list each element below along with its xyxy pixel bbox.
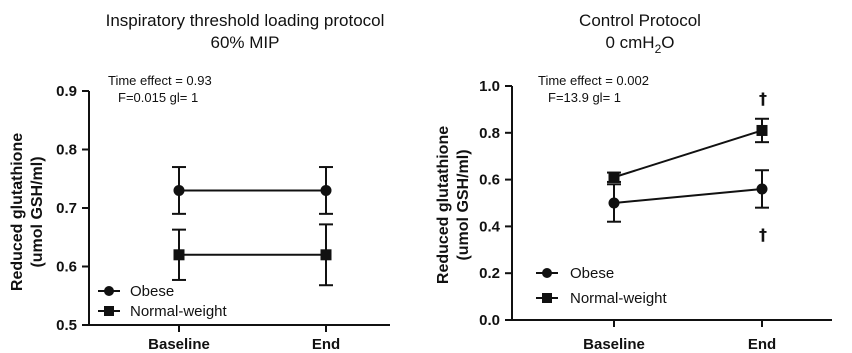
legend-label-obese-right: Obese <box>570 265 614 282</box>
legend-marker-obese-right <box>542 268 552 278</box>
point-normal-weight-left <box>320 249 332 261</box>
chart-title-right: Control Protocol <box>579 11 701 30</box>
point-normal-weight-right <box>608 171 620 183</box>
y-tick-label-right: 0.4 <box>479 218 501 235</box>
y-ticks-left: 0.5 0.6 0.7 0.8 0.9 <box>56 83 327 334</box>
chart-title-left: Inspiratory threshold loading protocol <box>106 11 385 30</box>
y-axis-label-left-1: Reduced glutathione <box>9 133 26 291</box>
legend-marker-normal-left <box>104 306 114 316</box>
subtitle-main-right: 0 cmH <box>605 33 654 52</box>
y-axis-label-left-2: (umol GSH/ml) <box>29 156 46 267</box>
x-tick-label-baseline-right: Baseline <box>583 336 645 353</box>
y-tick-label-left: 0.9 <box>56 83 77 100</box>
series-left <box>172 166 333 287</box>
series-right <box>607 117 769 223</box>
panel-left: Inspiratory threshold loading protocol 6… <box>9 11 390 353</box>
y-tick-label-left: 0.7 <box>56 200 77 217</box>
y-tick-label-left: 0.5 <box>56 317 77 334</box>
legend-marker-obese-left <box>104 286 114 296</box>
subtitle-end-right: O <box>661 33 674 52</box>
point-obese-right <box>756 183 768 195</box>
point-obese-left <box>173 184 185 196</box>
series-line-obese-right <box>613 187 763 204</box>
legend-marker-normal-right <box>542 293 552 303</box>
x-tick-label-baseline-left: Baseline <box>148 336 210 353</box>
y-tick-label-left: 0.8 <box>56 142 77 159</box>
y-tick-label-right: 0.0 <box>479 312 500 329</box>
significance-dagger-obese: † <box>759 225 767 244</box>
legend-label-normal-right: Normal-weight <box>570 290 668 307</box>
point-normal-weight-right <box>756 124 768 136</box>
y-tick-label-right: 0.6 <box>479 172 500 189</box>
point-obese-right <box>608 197 620 209</box>
legend-right: Obese Normal-weight <box>536 265 668 307</box>
x-tick-label-end-right: End <box>748 336 776 353</box>
legend-left: Obese Normal-weight <box>98 283 228 320</box>
stat-line-1-right: Time effect = 0.002 <box>538 73 649 88</box>
chart-subtitle-left: 60% MIP <box>211 33 280 52</box>
x-tick-label-end-left: End <box>312 336 340 353</box>
stat-line-2-left: F=0.015 gl= 1 <box>118 90 198 105</box>
panel-right: Control Protocol 0 cmH2O Reduced glutath… <box>435 11 832 353</box>
series-line-normal-weight-right <box>613 129 763 179</box>
legend-label-normal-left: Normal-weight <box>130 303 228 320</box>
y-axis-label-right-1: Reduced glutathione <box>435 126 452 284</box>
y-axis-label-right-2: (umol GSH/ml) <box>455 149 472 260</box>
y-tick-label-right: 1.0 <box>479 78 500 95</box>
stat-line-1-left: Time effect = 0.93 <box>108 73 212 88</box>
chart-subtitle-right: 0 cmH2O <box>605 33 674 56</box>
y-ticks-right: 0.0 0.2 0.4 0.6 0.8 1.0 <box>479 78 763 329</box>
point-obese-left <box>320 184 332 196</box>
y-tick-label-left: 0.6 <box>56 259 77 276</box>
y-tick-label-right: 0.8 <box>479 125 500 142</box>
subtitle-subscript-right: 2 <box>655 42 662 56</box>
y-tick-label-right: 0.2 <box>479 265 500 282</box>
stat-line-2-right: F=13.9 gl= 1 <box>548 90 621 105</box>
point-normal-weight-left <box>173 249 185 261</box>
significance-dagger-normal-weight: † <box>759 89 767 108</box>
legend-label-obese-left: Obese <box>130 283 174 300</box>
